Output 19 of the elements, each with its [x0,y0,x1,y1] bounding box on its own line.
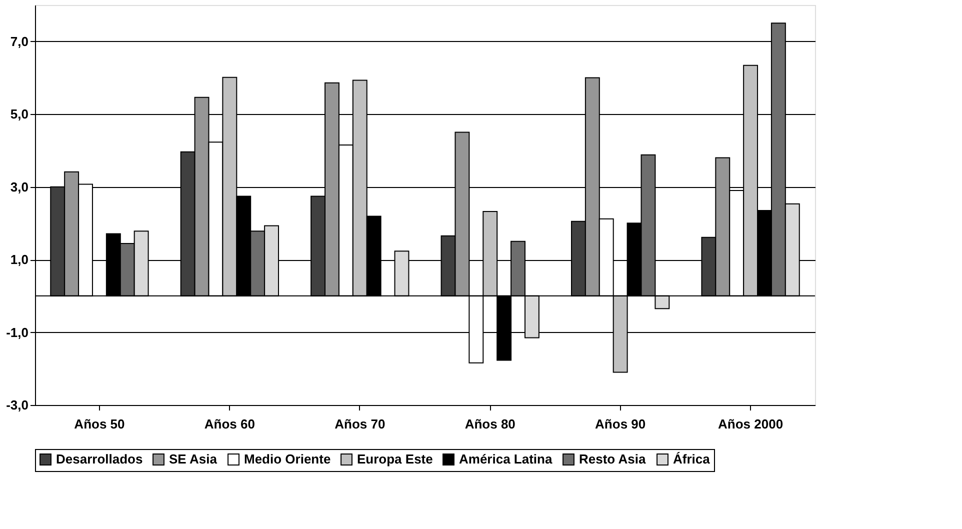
legend-label: África [673,452,711,467]
x-tick-label: Años 90 [595,416,646,432]
x-tick-label: Años 60 [204,416,255,432]
x-tick-label: Años 80 [464,416,516,432]
x-tick-label: Años 50 [74,416,125,432]
legend-label: Europa Este [357,452,433,467]
y-tick-label: 3,0 [10,179,28,194]
legend-label: Medio Oriente [244,452,331,467]
x-tick-label: Años 70 [334,416,386,432]
legend-label: Desarrollados [56,452,143,467]
y-tick-label: -1,0 [6,324,28,340]
y-tick-label: 7,0 [10,34,28,49]
y-tick-label: 1,0 [10,252,28,268]
y-tick-label: -3,0 [6,398,28,412]
legend-label: SE Asia [169,452,218,467]
legend-label: América Latina [459,452,553,467]
x-tick-label: Años 2000 [718,416,784,432]
y-tick-label: 5,0 [10,106,28,122]
legend-label: Resto Asia [579,452,646,467]
